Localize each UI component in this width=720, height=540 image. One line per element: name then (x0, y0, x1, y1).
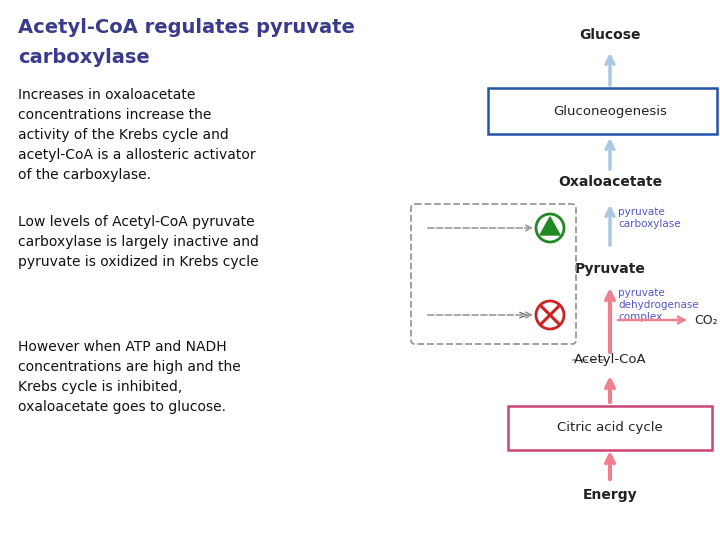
Text: Acetyl-CoA regulates pyruvate: Acetyl-CoA regulates pyruvate (18, 18, 355, 37)
Polygon shape (540, 217, 560, 235)
Text: pyruvate
carboxylase: pyruvate carboxylase (618, 207, 680, 229)
Text: Acetyl-CoA: Acetyl-CoA (574, 354, 647, 367)
Text: Oxaloacetate: Oxaloacetate (558, 175, 662, 189)
FancyBboxPatch shape (488, 88, 717, 134)
Text: >: > (518, 308, 528, 321)
Text: CO₂: CO₂ (694, 314, 718, 327)
Text: However when ATP and NADH
concentrations are high and the
Krebs cycle is inhibit: However when ATP and NADH concentrations… (18, 340, 240, 414)
FancyBboxPatch shape (508, 406, 712, 450)
Text: Glucose: Glucose (580, 28, 641, 42)
Text: Low levels of Acetyl-CoA pyruvate
carboxylase is largely inactive and
pyruvate i: Low levels of Acetyl-CoA pyruvate carbox… (18, 215, 259, 269)
Text: pyruvate
dehydrogenase
complex: pyruvate dehydrogenase complex (618, 288, 698, 322)
Text: carboxylase: carboxylase (18, 48, 150, 67)
Text: Citric acid cycle: Citric acid cycle (557, 422, 663, 435)
Text: Energy: Energy (582, 488, 637, 502)
Text: Gluconeogenesis: Gluconeogenesis (553, 105, 667, 118)
Text: Pyruvate: Pyruvate (575, 262, 645, 276)
Text: Increases in oxaloacetate
concentrations increase the
activity of the Krebs cycl: Increases in oxaloacetate concentrations… (18, 88, 256, 182)
